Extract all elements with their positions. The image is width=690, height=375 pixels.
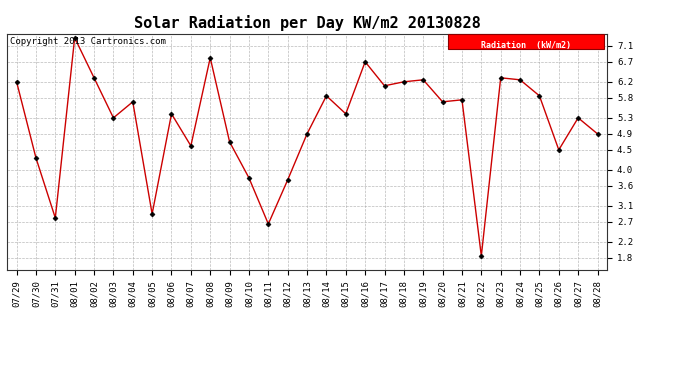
Title: Solar Radiation per Day KW/m2 20130828: Solar Radiation per Day KW/m2 20130828 [134,15,480,31]
Text: Radiation  (kW/m2): Radiation (kW/m2) [481,41,571,50]
FancyBboxPatch shape [448,34,604,49]
Text: Copyright 2013 Cartronics.com: Copyright 2013 Cartronics.com [10,37,166,46]
